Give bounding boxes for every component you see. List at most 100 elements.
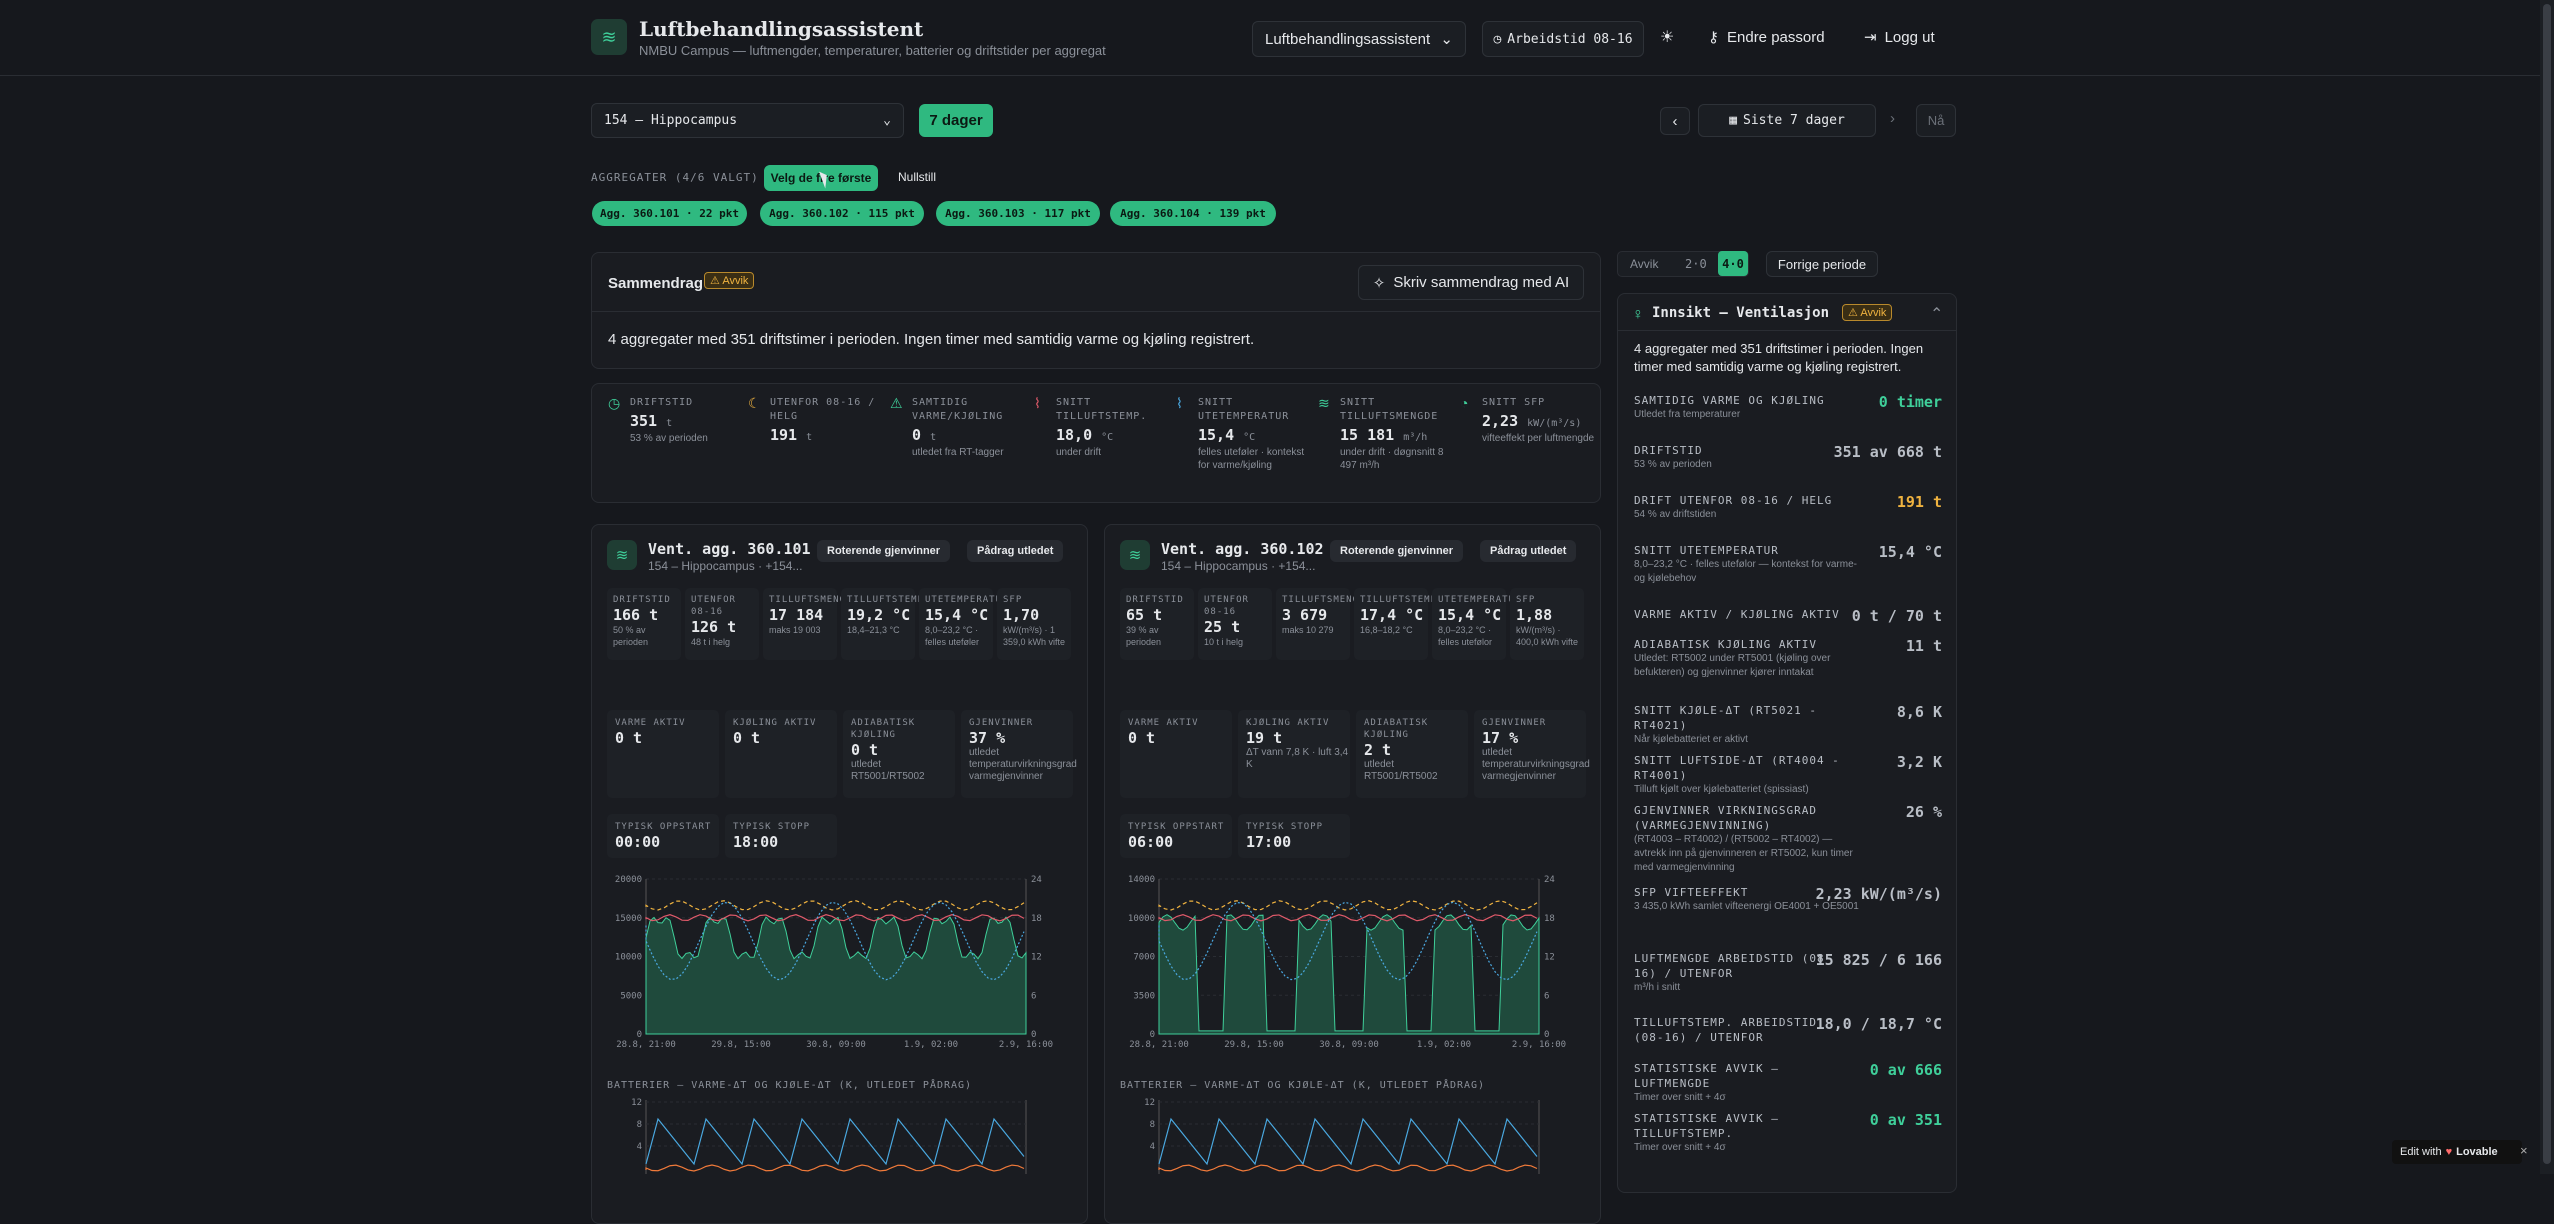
metric-label: TILLUFTSTEMP. bbox=[847, 595, 931, 605]
summary-title: Sammendrag bbox=[608, 275, 704, 292]
app-select[interactable]: Luftbehandlingsassistent ⌄ bbox=[1252, 21, 1466, 57]
heart-icon: ♥ bbox=[2445, 1146, 2453, 1158]
kpi-item: DRIFTSTID 351 t 53 % av perioden bbox=[630, 396, 748, 445]
metric-value: 19,2 °C bbox=[847, 606, 911, 624]
insight-key: DRIFTSTID bbox=[1634, 444, 1703, 457]
y-tick-label: 4 bbox=[1150, 1142, 1155, 1152]
insight-desc: m³/h i snitt bbox=[1634, 982, 1681, 993]
stat-value: 18:00 bbox=[733, 833, 779, 851]
y2-tick-label: 6 bbox=[1031, 991, 1036, 1001]
warning-icon: ⚠ bbox=[710, 275, 723, 287]
theme-toggle-icon[interactable]: ☀ bbox=[1660, 29, 1675, 46]
metric-label: TILLUFTSMENGDE bbox=[769, 595, 859, 605]
worktime-button[interactable]: ◷ Arbeidstid 08-16 bbox=[1482, 21, 1644, 57]
sparkle-icon: ✧ bbox=[1372, 274, 1386, 292]
metric-tile: UTETEMPERATUR 15,4 °C 8,0–23,2 °C · felles… bbox=[919, 588, 1007, 660]
kpi-number: 15 181 bbox=[1340, 426, 1395, 444]
logout-button[interactable]: ⇥ Logg ut bbox=[1864, 28, 1935, 47]
previous-period-button[interactable]: Forrige periode bbox=[1766, 251, 1878, 277]
y-tick-label: 0 bbox=[1150, 1030, 1155, 1040]
kpi-item: UTENFOR 08-16 / HELG 191 t bbox=[770, 396, 888, 446]
metric-value: 126 t bbox=[691, 618, 737, 636]
insight-key: TILLUFTSTEMP. ARBEIDSTID (08-16) / UTENF… bbox=[1634, 1016, 1817, 1044]
insight-value: 191 t bbox=[1896, 493, 1942, 511]
warning-badge: ⚠ Avvik bbox=[704, 272, 755, 289]
metric-label: DRIFTSTID bbox=[1126, 595, 1184, 605]
prev-period-icon[interactable]: ‹ bbox=[1660, 107, 1690, 135]
moon-icon: ☾ bbox=[748, 395, 761, 411]
metric-tile: TILLUFTSTEMP. 17,4 °C 16,8–18,2 °C bbox=[1354, 588, 1442, 660]
kpi-unit: t bbox=[806, 432, 813, 443]
y-tick-label: 8 bbox=[637, 1120, 642, 1130]
metric-tile: UTENFOR 08-16 126 t 48 t i helg bbox=[685, 588, 759, 660]
insight-desc: (RT4003 – RT4002) / (RT5002 – RT4002) — … bbox=[1634, 834, 1853, 873]
kpi-sub: 53 % av perioden bbox=[630, 433, 708, 444]
insight-row: SAMTIDIG VARME OG KJØLING Utledet fra tem… bbox=[1634, 393, 1942, 422]
insight-panel: ♀ Innsikt – Ventilasjon ⚠ Avvik ⌃ 4 aggr… bbox=[1617, 293, 1957, 1193]
kpi-number: 15,4 bbox=[1198, 426, 1235, 444]
x-tick-label: 2.9, 16:00 bbox=[1512, 1040, 1566, 1050]
lovable-badge[interactable]: Edit with ♥ Lovable bbox=[2392, 1140, 2522, 1164]
stat-tile: ADIABATISK KJØLING 0 t utledet RT5001/RT50… bbox=[843, 710, 955, 798]
aggregate-location: 154 – Hippocampus · +154... bbox=[648, 559, 803, 573]
choose-first-four-button[interactable]: Velg de fire første bbox=[764, 165, 878, 191]
kpi-value: 351 t bbox=[630, 412, 748, 430]
stat-value: 0 t bbox=[851, 741, 879, 759]
insight-title: Innsikt – Ventilasjon bbox=[1652, 305, 1830, 321]
kpi-label: SNITT TILLUFTSTEMP. bbox=[1056, 397, 1148, 422]
tab-2-0[interactable]: 2·0 bbox=[1685, 256, 1707, 271]
kpi-label: DRIFTSTID bbox=[630, 397, 694, 408]
chevron-up-icon[interactable]: ⌃ bbox=[1930, 306, 1944, 323]
stat-value: 19 t bbox=[1246, 729, 1283, 747]
date-range-button[interactable]: ▦ Siste 7 dager bbox=[1698, 104, 1876, 137]
now-button[interactable]: Nå bbox=[1916, 104, 1956, 137]
insight-row: SNITT KJØLE-ΔT (RT5021 - RT4021) Når kjøl… bbox=[1634, 703, 1942, 747]
next-period-icon[interactable]: › bbox=[1890, 110, 1895, 127]
fan-icon: ≋ bbox=[1120, 540, 1150, 570]
y-tick-label: 3500 bbox=[1133, 991, 1155, 1001]
typical-start-tile: TYPISK OPPSTART 06:00 bbox=[1120, 814, 1232, 858]
kpi-item: SAMTIDIG VARME/KJØLING 0 t utledet fra RT-… bbox=[912, 396, 1030, 459]
insight-row: STATISTISKE AVVIK – TILLUFTSTEMP. Timer o… bbox=[1634, 1111, 1942, 1155]
aggregate-location: 154 – Hippocampus · +154... bbox=[1161, 559, 1316, 573]
aggregate-chip[interactable]: Agg. 360.101 · 22 pkt bbox=[592, 201, 747, 226]
y-tick-label: 8 bbox=[1150, 1120, 1155, 1130]
clock-icon: ◷ bbox=[1493, 31, 1502, 47]
x-tick-label: 28.8, 21:00 bbox=[1129, 1040, 1189, 1050]
x-tick-label: 2.9, 16:00 bbox=[999, 1040, 1053, 1050]
metric-value: 25 t bbox=[1204, 618, 1241, 636]
stat-label: GJENVINNER bbox=[969, 718, 1034, 728]
aggregate-chip[interactable]: Agg. 360.103 · 117 pkt bbox=[936, 201, 1100, 226]
scrollbar-thumb[interactable] bbox=[2543, 4, 2551, 1164]
battery-chart: 12 8 4 bbox=[631, 1098, 1027, 1174]
site-select[interactable]: 154 – Hippocampus ⌄ bbox=[591, 103, 904, 138]
reset-button[interactable]: Nullstill bbox=[898, 170, 937, 184]
metric-tile: DRIFTSTID 166 t 50 % av perioden bbox=[607, 588, 681, 660]
x-tick-label: 1.9, 02:00 bbox=[904, 1040, 958, 1050]
days-button[interactable]: 7 dager bbox=[919, 104, 993, 137]
kpi-item: SNITT TILLUFTSTEMP. 18,0 °C under drift bbox=[1056, 396, 1174, 459]
kpi-unit: °C bbox=[1101, 432, 1114, 443]
insight-value: 2,23 kW/(m³/s) bbox=[1815, 885, 1942, 903]
cooling-delta-series bbox=[1158, 1117, 1538, 1166]
supply-temp-series bbox=[1158, 900, 1538, 911]
tab-4-0[interactable]: 4·0 bbox=[1718, 251, 1748, 276]
close-icon[interactable]: × bbox=[2520, 1143, 2528, 1158]
extract-temp-series bbox=[645, 914, 1025, 922]
metric-value: 15,4 °C bbox=[925, 606, 989, 624]
metric-value: 3 679 bbox=[1282, 606, 1328, 624]
insight-key: SAMTIDIG VARME OG KJØLING bbox=[1634, 394, 1825, 407]
stat-tile: VARME AKTIV 0 t bbox=[607, 710, 719, 798]
stat-label: GJENVINNER bbox=[1482, 718, 1547, 728]
ai-summary-button[interactable]: ✧ Skriv sammendrag med AI bbox=[1358, 265, 1584, 300]
insight-value: 0 av 351 bbox=[1869, 1111, 1942, 1129]
aggregate-chip[interactable]: Agg. 360.102 · 115 pkt bbox=[760, 201, 924, 226]
kpi-label: SAMTIDIG VARME/KJØLING bbox=[912, 397, 1004, 422]
metric-label: UTETEMPERATUR bbox=[1438, 595, 1522, 605]
aggregate-chip[interactable]: Agg. 360.104 · 139 pkt bbox=[1110, 201, 1276, 226]
tab-avvik[interactable]: Avvik bbox=[1630, 256, 1659, 271]
derived-tag: Pådrag utledet bbox=[967, 540, 1064, 562]
stat-sub: ΔT vann 7,8 K · luft 3,4 K bbox=[1246, 747, 1349, 770]
insight-row: ADIABATISK KJØLING AKTIV Utledet: RT5002 … bbox=[1634, 637, 1942, 680]
change-password-button[interactable]: ⚷ Endre passord bbox=[1708, 28, 1825, 47]
